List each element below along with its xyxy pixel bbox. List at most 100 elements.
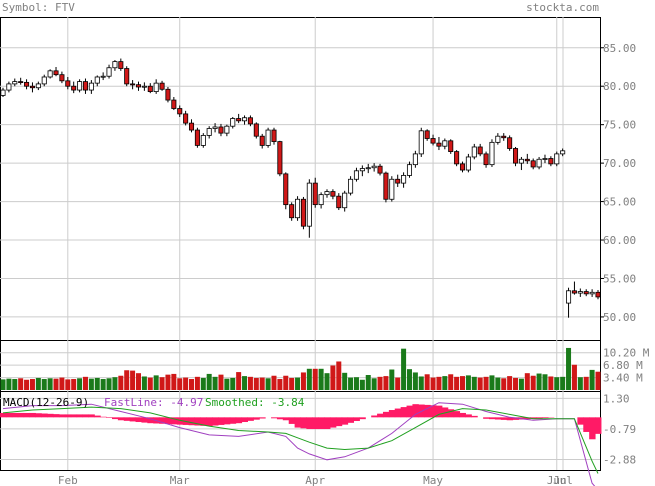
- candle-body: [153, 82, 159, 92]
- candle: [348, 176, 354, 196]
- volume-bar: [536, 373, 542, 390]
- volume-bar: [477, 377, 483, 390]
- volume-bar: [35, 377, 41, 390]
- candle: [82, 78, 88, 94]
- candle-body: [283, 173, 289, 206]
- macd-histogram-bar: [494, 417, 502, 420]
- price-tick-label: 60.00: [603, 234, 636, 247]
- candle-body: [6, 83, 12, 91]
- macd-histogram-bar: [29, 412, 36, 418]
- volume-bar: [106, 378, 112, 390]
- macd-histogram-bar: [300, 417, 307, 429]
- candle: [336, 193, 342, 211]
- macd-histogram-bar: [58, 414, 66, 418]
- volume-bar: [595, 371, 601, 390]
- volume-bar: [318, 368, 324, 390]
- candle: [536, 156, 542, 170]
- macd-histogram-bar: [465, 414, 472, 418]
- candle: [283, 172, 289, 210]
- volume-bar: [124, 370, 130, 390]
- candle: [130, 80, 136, 90]
- candle-body: [82, 81, 88, 91]
- candle-body: [560, 150, 566, 155]
- macd-histogram-bar: [147, 417, 154, 424]
- candle-body: [342, 192, 348, 209]
- candle-body: [412, 153, 418, 166]
- candle-body: [183, 113, 189, 124]
- macd-histogram-bar: [371, 415, 378, 418]
- candle-body: [348, 178, 354, 194]
- volume-bar: [59, 377, 65, 390]
- candle-body: [18, 81, 24, 83]
- volume-bar: [277, 379, 283, 390]
- macd-histogram-bar: [165, 417, 172, 425]
- volume-bar: [200, 377, 206, 390]
- volume-bar: [554, 377, 560, 390]
- candle-body: [518, 158, 524, 164]
- volume-bar: [88, 378, 94, 390]
- price-panel: [0, 58, 601, 318]
- volume-bar: [359, 379, 365, 390]
- volume-bar: [471, 376, 477, 390]
- price-tick-label: 55.00: [603, 272, 636, 285]
- volume-bar: [289, 377, 295, 390]
- candle: [47, 69, 53, 79]
- volume-bar: [24, 379, 30, 390]
- volume-bar: [465, 375, 471, 390]
- candle: [571, 281, 577, 295]
- candle: [530, 158, 536, 170]
- candle-body: [542, 158, 548, 160]
- volume-tick-label: 3.40 M: [603, 372, 643, 385]
- candle: [24, 79, 30, 90]
- volume-bar: [353, 377, 359, 390]
- candle-body: [448, 140, 454, 152]
- macd-histogram-bar: [206, 417, 213, 427]
- y-axis-labels: 85.00 80.00 75.00 70.00 65.00 60.00 55.00 50.00…: [600, 42, 650, 466]
- candle-body: [236, 118, 242, 122]
- volume-bar: [194, 376, 200, 390]
- volume-bar: [224, 378, 230, 390]
- candle: [377, 163, 383, 176]
- candle: [236, 113, 242, 124]
- macd-tick-label: 1.30: [603, 392, 630, 405]
- volume-bar: [94, 377, 100, 390]
- volume-bar: [418, 376, 424, 390]
- symbol-label: Symbol: FTV: [2, 1, 75, 14]
- candle-body: [524, 158, 530, 162]
- candle: [265, 127, 271, 148]
- macd-panel: [0, 402, 602, 486]
- volume-bar: [82, 376, 88, 390]
- candle-body: [501, 135, 507, 139]
- candle-body: [77, 81, 83, 91]
- volume-bar: [483, 376, 489, 390]
- volume-bar: [212, 376, 218, 390]
- candle: [0, 87, 6, 97]
- candle: [94, 75, 100, 87]
- candle: [159, 80, 165, 91]
- volume-bar: [306, 368, 312, 390]
- chart-frame: [0, 17, 601, 471]
- candle: [454, 150, 460, 167]
- macd-histogram-bar: [577, 417, 584, 425]
- candle: [171, 96, 177, 111]
- candle-body: [159, 82, 165, 90]
- macd-histogram-bar: [430, 405, 437, 418]
- volume-bar: [259, 377, 265, 390]
- candle: [589, 289, 595, 297]
- macd-histogram-bar: [141, 417, 148, 423]
- macd-histogram-bar: [235, 417, 243, 424]
- macd-histogram-bar: [5, 412, 13, 418]
- candle: [424, 129, 430, 141]
- candle: [401, 172, 407, 188]
- month-label: Feb: [58, 474, 78, 486]
- candle: [12, 78, 18, 87]
- candle-body: [24, 81, 30, 87]
- candle: [542, 154, 548, 164]
- candle: [206, 126, 212, 139]
- candle-body: [289, 204, 295, 219]
- volume-bar: [147, 377, 153, 390]
- candle-body: [371, 165, 377, 169]
- candle: [471, 143, 477, 160]
- candle-body: [595, 291, 601, 298]
- candle-body: [336, 195, 342, 209]
